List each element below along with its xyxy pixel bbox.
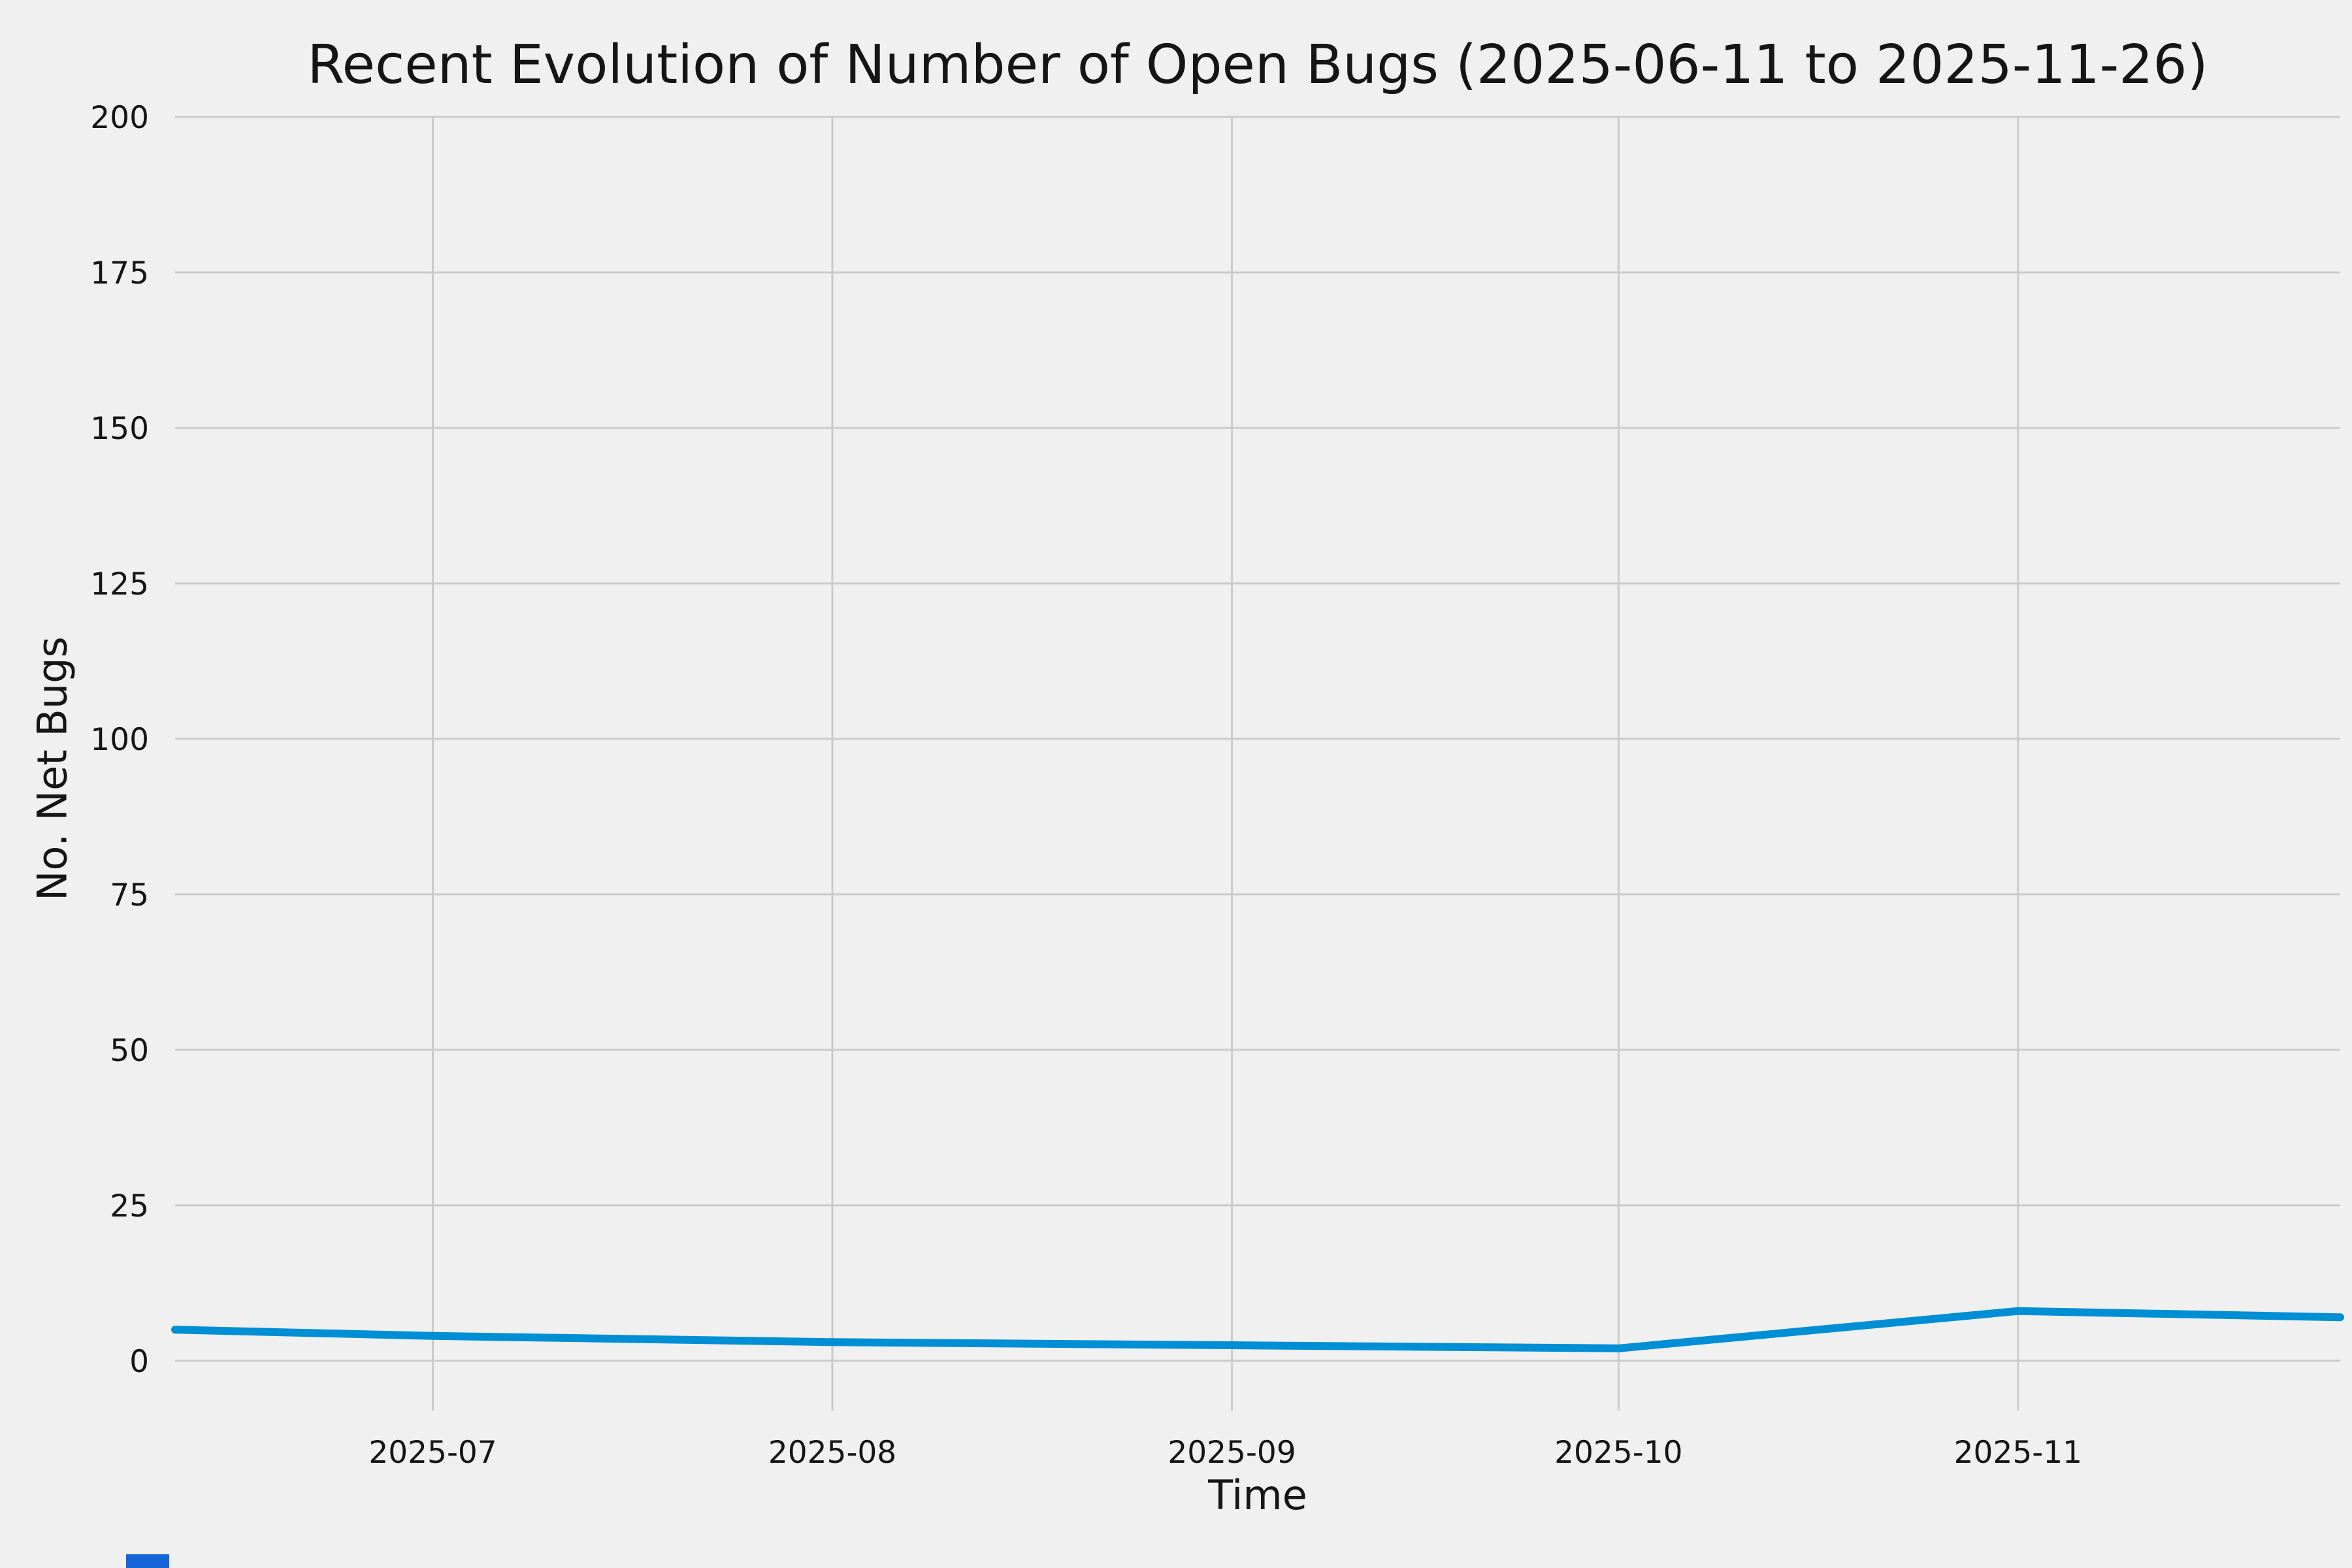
y-tick-label: 25 [110, 1188, 149, 1224]
bottom-left-artifact [126, 1554, 169, 1568]
y-tick-label: 150 [90, 411, 149, 447]
open-bugs-line [171, 1307, 2344, 1352]
x-tick-label: 2025-08 [768, 1435, 896, 1471]
x-tick-label: 2025-11 [1954, 1435, 2082, 1471]
y-tick-label: 175 [90, 255, 149, 291]
x-tick-label: 2025-07 [368, 1435, 497, 1471]
y-tick-label: 75 [110, 877, 149, 913]
x-tick-label: 2025-10 [1554, 1435, 1682, 1471]
x-axis-label: Time [1208, 1471, 1307, 1519]
chart-title: Recent Evolution of Number of Open Bugs … [307, 34, 2208, 96]
y-tick-label: 125 [90, 566, 149, 602]
y-tick-label: 50 [110, 1033, 149, 1069]
x-tick-label: 2025-09 [1168, 1435, 1296, 1471]
y-tick-label: 100 [90, 722, 149, 758]
y-tick-label: 0 [129, 1344, 149, 1380]
y-tick-label: 200 [90, 100, 149, 136]
